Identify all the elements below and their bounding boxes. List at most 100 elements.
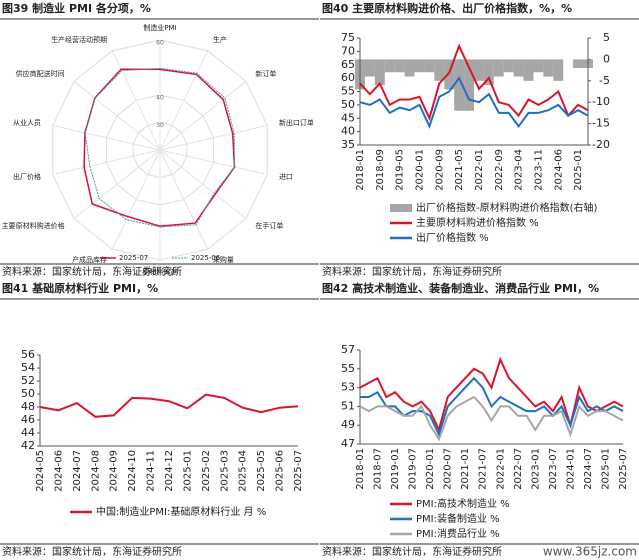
- y-tick-label: 48: [21, 400, 35, 413]
- spoke: [159, 81, 247, 151]
- spoke: [159, 125, 268, 151]
- legend-label: 出厂价格指数-原材料购进价格指数(右轴): [416, 201, 598, 214]
- bar: [394, 59, 405, 73]
- bar: [474, 59, 484, 81]
- spoke: [159, 149, 247, 219]
- x-tick-label: 2025-02: [201, 450, 212, 492]
- y-tick-label: 57: [341, 343, 355, 356]
- x-tick-label: 2022-07: [513, 448, 524, 490]
- x-tick-label: 2019-01: [390, 448, 401, 490]
- x-tick-label: 2024-07: [72, 450, 83, 492]
- x-tick-label: 2022-09: [494, 149, 505, 191]
- chart-panel: 图40 主要原材料购进价格、出厂价格指数，%，% 资料来源：国家统计局，东海证券研…: [320, 1, 639, 278]
- y-tick-label: 56: [21, 348, 35, 361]
- x-tick-label: 2023-01: [530, 448, 541, 490]
- x-tick-label: 2020-07: [443, 448, 454, 490]
- spoke: [159, 50, 209, 151]
- bar: [444, 59, 455, 90]
- x-tick-label: 2025-07: [618, 448, 629, 490]
- legend-label: 中国:制造业PMI:基础原材料行业 月 %: [96, 505, 266, 518]
- line-series: [359, 395, 624, 442]
- x-tick-label: 2024-07: [583, 448, 594, 490]
- y-tick-label: 53: [341, 381, 355, 394]
- bar: [374, 59, 385, 86]
- y-tick-label: 44: [21, 426, 35, 439]
- y-tick-label: 55: [341, 85, 355, 98]
- chart-panel: 图42 高技术制造业、装备制造业、消费品行业 PMI，% 资料来源：国家统计局，东…: [320, 281, 639, 559]
- axis-label: 在手订单: [255, 221, 283, 230]
- spoke: [73, 81, 161, 151]
- y-tick-label: 75: [341, 31, 355, 44]
- source-note: 资料来源：国家统计局，东海证券研究所: [2, 545, 182, 558]
- line-series: [359, 76, 589, 130]
- y-tick-label: 42: [21, 439, 35, 452]
- y-tick-label: 55: [341, 362, 355, 375]
- x-tick-label: 2022-01: [474, 149, 485, 191]
- x-tick-label: 2018-01: [355, 448, 366, 490]
- line-series: [359, 43, 589, 122]
- axis-label: 主要原材料购进价格: [2, 221, 65, 230]
- axis-label: 从业人员: [13, 118, 41, 127]
- x-tick-label: 2022-01: [495, 448, 506, 490]
- axis-label: 原材料库存: [143, 267, 178, 276]
- x-tick-label: 2024-10: [127, 450, 138, 492]
- radar-series: [84, 67, 236, 228]
- x-tick-label: 2024-09: [109, 450, 120, 492]
- chart-title: 图39 制造业 PMI 各分项，%: [2, 1, 151, 15]
- x-tick-label: 2025-03: [219, 450, 230, 492]
- bar: [414, 59, 425, 73]
- x-tick-label: 2025-01: [573, 149, 584, 191]
- spoke: [159, 149, 209, 250]
- x-tick-label: 2023-11: [533, 149, 544, 191]
- y2-tick-label: 0: [603, 52, 610, 65]
- x-tick-label: 2021-01: [460, 448, 471, 490]
- axis-label: 生产: [213, 35, 227, 44]
- x-tick-label: 2025-04: [238, 450, 249, 492]
- axis-label: 生产经营活动预期: [51, 35, 107, 44]
- axis-label: 供应商配送时间: [16, 69, 65, 78]
- source-note: 资料来源：国家统计局，东海证券研究所: [2, 265, 182, 278]
- bar: [384, 59, 395, 73]
- x-tick-label: 2018-01: [355, 149, 366, 191]
- y-tick-label: 35: [341, 138, 355, 151]
- x-tick-label: 2023-04: [514, 149, 525, 191]
- spoke: [73, 149, 161, 219]
- y-tick-label: 54: [21, 361, 35, 374]
- x-tick-label: 2019-07: [408, 448, 419, 490]
- bar: [533, 59, 544, 73]
- bar: [513, 59, 524, 77]
- x-tick-label: 2020-01: [414, 149, 425, 191]
- spoke: [52, 125, 161, 151]
- bar: [553, 59, 564, 81]
- chart-title: 图41 基础原材料行业 PMI，%: [2, 281, 158, 295]
- source-note: 资料来源：国家统计局，东海证券研究所: [322, 545, 502, 558]
- bar: [464, 59, 474, 111]
- radar-series: [83, 68, 236, 227]
- bar: [454, 59, 465, 111]
- axis-label: 采购量: [213, 255, 234, 264]
- y-tick-label: 52: [21, 374, 35, 387]
- x-tick-label: 2021-07: [478, 448, 489, 490]
- axis-label: 新出口订单: [279, 118, 314, 127]
- x-tick-label: 2024-12: [164, 450, 175, 492]
- legend-swatch: [390, 204, 412, 212]
- bar: [523, 59, 534, 81]
- x-tick-label: 2018-07: [373, 448, 384, 490]
- y2-tick-label: -15: [592, 117, 610, 130]
- spoke: [159, 149, 268, 175]
- legend-label: PMI:消费品行业 %: [416, 527, 500, 540]
- legend-label: 出厂价格指数 %: [416, 231, 489, 244]
- x-tick-label: 2020-09: [434, 149, 445, 191]
- y-tick-label: 46: [21, 413, 35, 426]
- spoke: [111, 50, 161, 151]
- bar: [424, 59, 435, 73]
- spoke: [52, 149, 161, 175]
- x-tick-label: 2025-01: [182, 450, 193, 492]
- x-tick-label: 2025-07: [293, 450, 304, 492]
- chart-panel: 图39 制造业 PMI 各分项，%资料来源：国家统计局，东海证券研究所30406…: [0, 1, 319, 278]
- line-series: [359, 356, 624, 433]
- x-tick-label: 2024-11: [146, 450, 157, 492]
- bar: [434, 59, 445, 81]
- y-tick-label: 65: [341, 58, 355, 71]
